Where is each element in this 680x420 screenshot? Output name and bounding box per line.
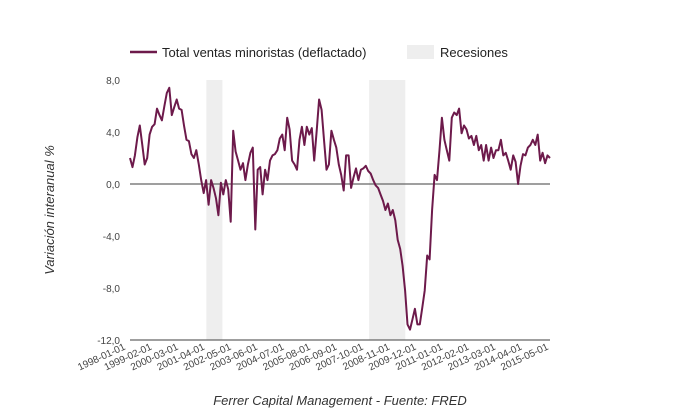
y-tick-label: 0,0 (106, 180, 120, 191)
y-tick-label: -4,0 (103, 232, 121, 243)
legend-label-recessions: Recesiones (440, 45, 508, 60)
y-tick-label: -8,0 (103, 284, 121, 295)
series-line-total-ventas (129, 86, 551, 331)
x-axis-title: Ferrer Capital Management - Fuente: FRED (213, 393, 467, 408)
legend: Total ventas minoristas (deflactado) Rec… (130, 45, 508, 60)
legend-label-series: Total ventas minoristas (deflactado) (162, 45, 366, 60)
y-tick-label: -12,0 (97, 336, 120, 347)
legend-band-swatch (407, 45, 434, 59)
y-tick-label: 4,0 (106, 128, 120, 139)
y-tick-label: 8,0 (106, 76, 120, 87)
recession-band (206, 80, 223, 340)
recession-band (369, 80, 406, 340)
recession-bands (206, 80, 406, 340)
y-axis-ticks: 8,0 4,0 0,0 -4,0 -8,0 -12,0 (97, 76, 120, 347)
y-axis-title: Variación interanual % (42, 145, 57, 275)
x-axis-ticks: 1998-01-011999-02-012000-03-012001-04-01… (76, 342, 550, 374)
